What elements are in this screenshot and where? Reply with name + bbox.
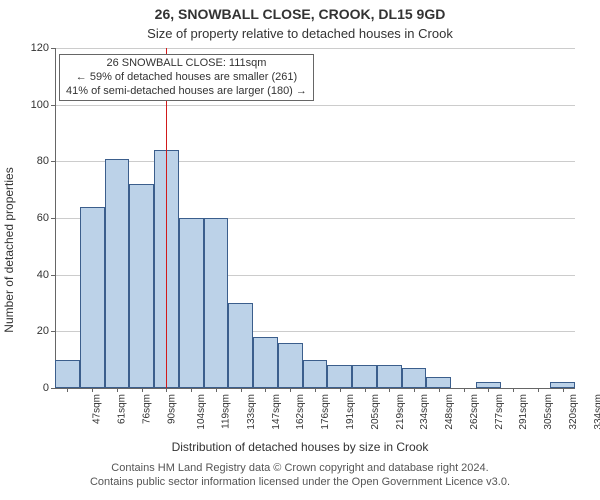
x-tick-mark (191, 388, 192, 392)
x-tick-mark (340, 388, 341, 392)
x-tick-mark (414, 388, 415, 392)
x-tick-label: 61sqm (117, 394, 128, 424)
x-tick-mark (464, 388, 465, 392)
x-axis-label: Distribution of detached houses by size … (0, 440, 600, 454)
y-tick-label: 100 (31, 99, 49, 111)
x-tick-label: 234sqm (419, 394, 430, 430)
x-tick-label: 305sqm (543, 394, 554, 430)
x-tick-mark (513, 388, 514, 392)
grid-line (55, 161, 575, 162)
x-tick-mark (439, 388, 440, 392)
x-tick-label: 334sqm (593, 394, 600, 430)
x-tick-mark (365, 388, 366, 392)
histogram-bar (204, 218, 229, 388)
grid-line (55, 105, 575, 106)
y-axis-label: Number of detached properties (2, 167, 16, 332)
x-tick-label: 320sqm (568, 394, 579, 430)
histogram-bar (253, 337, 278, 388)
x-tick-mark (166, 388, 167, 392)
histogram-bar (105, 159, 130, 389)
x-tick-mark (538, 388, 539, 392)
x-tick-mark (142, 388, 143, 392)
x-tick-mark (92, 388, 93, 392)
chart-title-main: 26, SNOWBALL CLOSE, CROOK, DL15 9GD (0, 6, 600, 22)
x-tick-mark (488, 388, 489, 392)
annotation-box: 26 SNOWBALL CLOSE: 111sqm ← 59% of detac… (59, 54, 314, 101)
x-tick-label: 47sqm (92, 394, 103, 424)
histogram-bar (352, 365, 377, 388)
x-tick-label: 176sqm (320, 394, 331, 430)
x-tick-mark (117, 388, 118, 392)
histogram-bar (179, 218, 204, 388)
x-tick-mark (563, 388, 564, 392)
x-tick-label: 147sqm (271, 394, 282, 430)
histogram-bar (55, 360, 80, 388)
grid-line (55, 48, 575, 49)
y-tick-label: 40 (37, 269, 49, 281)
x-tick-label: 205sqm (370, 394, 381, 430)
x-tick-label: 291sqm (518, 394, 529, 430)
annotation-line-3: 41% of semi-detached houses are larger (… (66, 85, 307, 99)
histogram-bar (402, 368, 427, 388)
x-tick-mark (315, 388, 316, 392)
histogram-bar (129, 184, 154, 388)
x-tick-label: 219sqm (395, 394, 406, 430)
x-tick-label: 119sqm (221, 394, 232, 429)
x-tick-label: 277sqm (494, 394, 505, 430)
x-tick-mark (389, 388, 390, 392)
histogram-bar (303, 360, 328, 388)
histogram-bar (426, 377, 451, 388)
histogram-chart: 26, SNOWBALL CLOSE, CROOK, DL15 9GD Size… (0, 0, 600, 500)
x-tick-label: 76sqm (141, 394, 152, 424)
attribution-line-1: Contains HM Land Registry data © Crown c… (0, 462, 600, 474)
x-tick-label: 262sqm (469, 394, 480, 430)
chart-title-sub: Size of property relative to detached ho… (0, 26, 600, 41)
y-tick-label: 0 (43, 382, 49, 394)
x-tick-label: 248sqm (444, 394, 455, 430)
x-tick-mark (216, 388, 217, 392)
y-tick-label: 60 (37, 212, 49, 224)
x-tick-label: 104sqm (197, 394, 208, 430)
x-tick-mark (265, 388, 266, 392)
x-tick-mark (241, 388, 242, 392)
histogram-bar (377, 365, 402, 388)
y-axis-line (55, 48, 56, 388)
annotation-line-2: ← 59% of detached houses are smaller (26… (66, 71, 307, 85)
y-tick-label: 20 (37, 325, 49, 337)
histogram-bar (327, 365, 352, 388)
plot-area: 26 SNOWBALL CLOSE: 111sqm ← 59% of detac… (55, 48, 575, 388)
annotation-line-1: 26 SNOWBALL CLOSE: 111sqm (66, 57, 307, 71)
x-tick-mark (290, 388, 291, 392)
x-tick-label: 90sqm (166, 394, 177, 424)
x-tick-mark (67, 388, 68, 392)
x-tick-label: 162sqm (296, 394, 307, 430)
histogram-bar (278, 343, 303, 388)
x-tick-label: 133sqm (246, 394, 257, 430)
histogram-bar (228, 303, 253, 388)
histogram-bar (80, 207, 105, 388)
y-tick-label: 120 (31, 42, 49, 54)
attribution-line-2: Contains public sector information licen… (0, 476, 600, 488)
y-tick-label: 80 (37, 155, 49, 167)
x-tick-label: 191sqm (345, 394, 356, 430)
